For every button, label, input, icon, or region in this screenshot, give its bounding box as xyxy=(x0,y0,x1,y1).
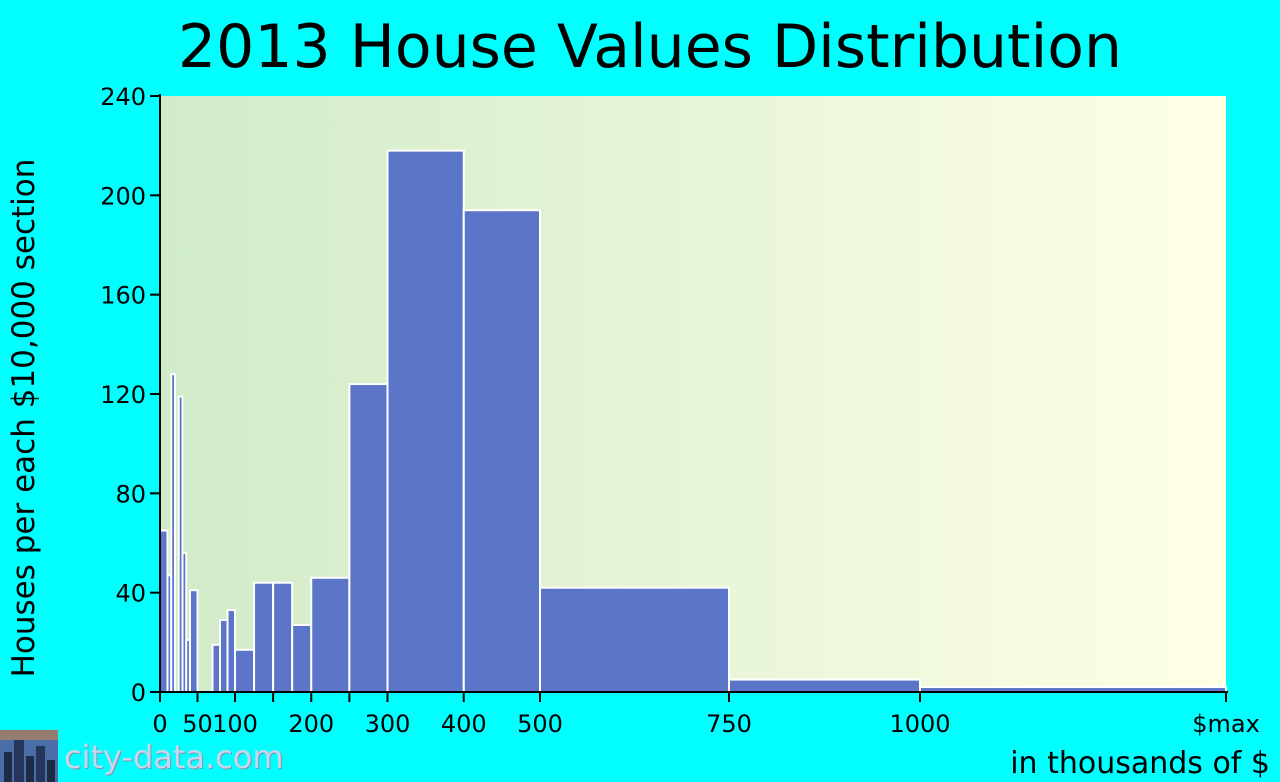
footer-site-name: city-data.com xyxy=(64,738,284,776)
x-tick-label: 500 xyxy=(517,710,563,738)
histogram-bar xyxy=(159,529,169,693)
histogram-bar xyxy=(348,383,389,693)
histogram-bar xyxy=(539,586,730,694)
x-tick-label: 300 xyxy=(365,710,411,738)
x-tick-label: 1000 xyxy=(889,710,950,738)
histogram-bar xyxy=(211,643,221,693)
histogram-bar xyxy=(462,209,541,693)
chart-title: 2013 House Values Distribution xyxy=(177,12,1122,82)
x-tick-label: $max xyxy=(1192,710,1260,738)
axes-group: 0 40 80 120 160 200 240 0 50 100 200 300 400 500 750 10… xyxy=(100,83,1260,738)
x-tick-label: 200 xyxy=(288,710,334,738)
histogram-bar xyxy=(253,581,275,694)
x-tick-label: 100 xyxy=(212,710,258,738)
histogram-bar xyxy=(272,581,294,694)
x-axis-label: in thousands of $ xyxy=(1010,746,1270,781)
histogram-bar xyxy=(728,678,921,693)
histogram-bar xyxy=(386,149,465,693)
y-axis-label: Houses per each $10,000 section xyxy=(6,158,42,678)
x-tick-label: 50 xyxy=(182,710,213,738)
y-tick-label: 40 xyxy=(115,580,146,608)
y-tick-label: 160 xyxy=(100,282,146,310)
histogram-bar xyxy=(234,648,256,693)
y-tick-label: 240 xyxy=(100,83,146,111)
histogram-bar xyxy=(189,589,199,694)
x-tick-label: 750 xyxy=(706,710,752,738)
city-skyline-icon xyxy=(0,730,58,782)
footer-branding: city-data.com xyxy=(0,730,320,782)
y-tick-label: 80 xyxy=(115,480,146,508)
y-tick-label: 120 xyxy=(100,381,146,409)
y-tick-label: 200 xyxy=(100,182,146,210)
histogram-bar xyxy=(291,623,313,694)
histogram-bar xyxy=(310,576,351,693)
y-tick-label: 0 xyxy=(131,679,146,707)
x-tick-label: 0 xyxy=(152,710,167,738)
histogram-bar xyxy=(226,609,236,693)
histogram-bar xyxy=(219,618,229,694)
x-tick-label: 400 xyxy=(441,710,487,738)
histogram-bar xyxy=(170,373,176,693)
